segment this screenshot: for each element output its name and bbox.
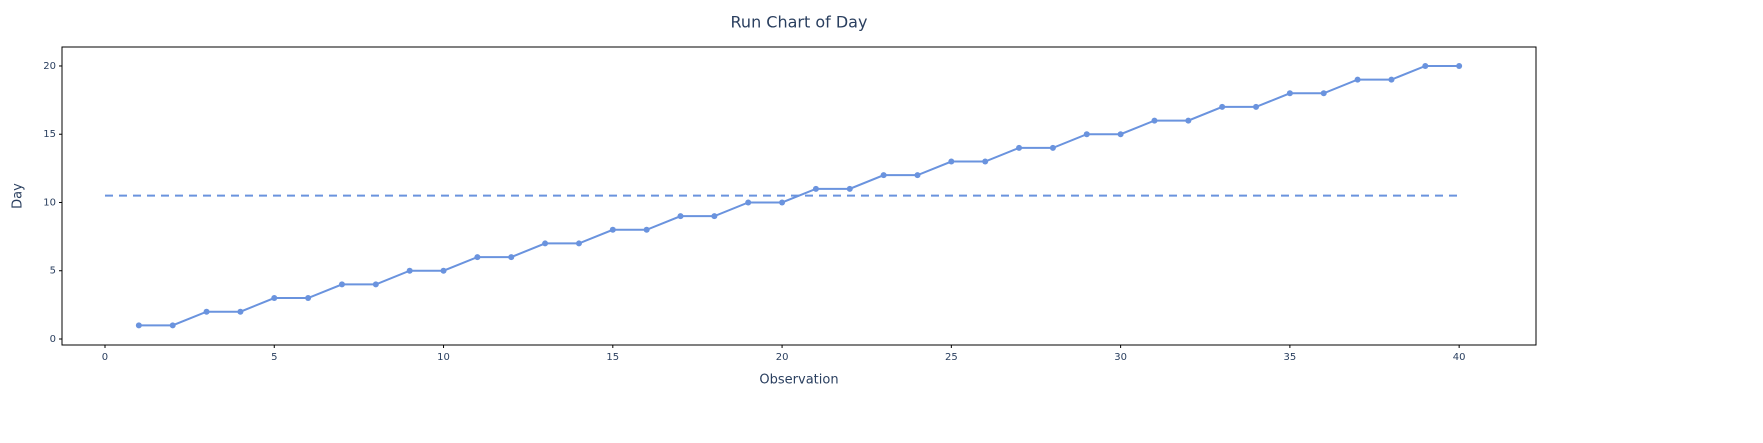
data-point — [643, 226, 650, 233]
x-tick-label: 25 — [945, 352, 958, 363]
x-tick-label: 15 — [606, 352, 619, 363]
data-point — [1354, 76, 1361, 83]
data-point — [1049, 144, 1056, 151]
data-point — [609, 226, 616, 233]
data-point — [203, 308, 210, 315]
x-tick-label: 5 — [271, 352, 277, 363]
y-tick-label: 10 — [43, 197, 56, 208]
data-point — [474, 254, 481, 261]
data-point — [1286, 90, 1293, 97]
x-tick-label: 35 — [1284, 352, 1297, 363]
data-point — [508, 254, 515, 261]
data-line — [138, 64, 1460, 327]
data-point — [305, 295, 312, 302]
data-point — [711, 213, 718, 220]
y-tick-label: 15 — [43, 129, 56, 140]
data-point — [338, 281, 345, 288]
x-axis-label: Observation — [759, 373, 838, 388]
data-point — [779, 199, 786, 206]
data-point — [169, 322, 176, 329]
data-point — [1320, 90, 1327, 97]
data-point — [880, 172, 887, 179]
data-point — [406, 267, 413, 274]
x-tick-label: 20 — [776, 352, 789, 363]
plot-frame — [61, 46, 1537, 346]
data-point — [745, 199, 752, 206]
data-point — [982, 158, 989, 165]
chart-title: Run Chart of Day — [731, 13, 868, 32]
y-tick-label: 5 — [50, 266, 56, 277]
data-point — [1253, 103, 1260, 110]
data-point — [1388, 76, 1395, 83]
data-point — [1083, 131, 1090, 138]
y-axis-label: Day — [11, 183, 26, 209]
data-point — [135, 322, 142, 329]
data-point — [1117, 131, 1124, 138]
x-tick-label: 0 — [102, 352, 108, 363]
y-tick-label: 20 — [43, 61, 56, 72]
data-point — [1016, 144, 1023, 151]
x-tick-label: 10 — [437, 352, 450, 363]
data-point — [948, 158, 955, 165]
data-point — [440, 267, 447, 274]
data-point — [914, 172, 921, 179]
data-point — [237, 308, 244, 315]
data-point — [846, 185, 853, 192]
data-point — [1422, 62, 1429, 69]
data-point — [575, 240, 582, 247]
data-point — [812, 185, 819, 192]
data-point — [1456, 62, 1463, 69]
y-tick-label: 0 — [50, 334, 56, 345]
data-point — [542, 240, 549, 247]
data-point — [1185, 117, 1192, 124]
data-point — [677, 213, 684, 220]
data-point — [1219, 103, 1226, 110]
data-point — [1151, 117, 1158, 124]
data-point — [372, 281, 379, 288]
x-tick-label: 40 — [1453, 352, 1466, 363]
data-point — [271, 295, 278, 302]
x-tick-label: 30 — [1114, 352, 1127, 363]
